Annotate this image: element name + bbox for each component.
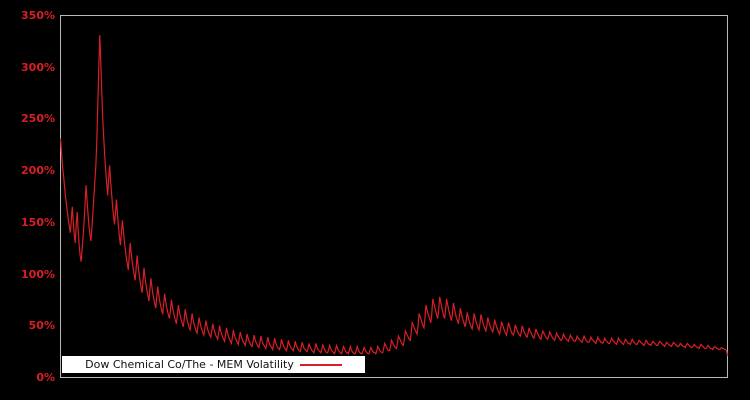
- legend-label: Dow Chemical Co/The - MEM Volatility: [85, 358, 294, 371]
- y-axis-label: 0%: [36, 371, 55, 384]
- legend-line-swatch: [299, 363, 342, 366]
- series-line-mem-volatility: [59, 35, 729, 356]
- y-axis-label: 300%: [21, 60, 55, 74]
- y-axis-tick-labels: 350% 300% 250% 200% 150% 100% 50% 0%: [0, 0, 55, 400]
- y-axis-label: 350%: [21, 9, 55, 22]
- y-axis-label: 150%: [21, 215, 55, 229]
- y-axis-label: 100%: [21, 267, 55, 281]
- legend: Dow Chemical Co/The - MEM Volatility: [62, 356, 365, 373]
- y-axis-label: 200%: [21, 164, 55, 178]
- y-axis-label: 50%: [28, 319, 55, 333]
- plot-border: [60, 15, 728, 378]
- y-axis-label: 250%: [21, 112, 55, 126]
